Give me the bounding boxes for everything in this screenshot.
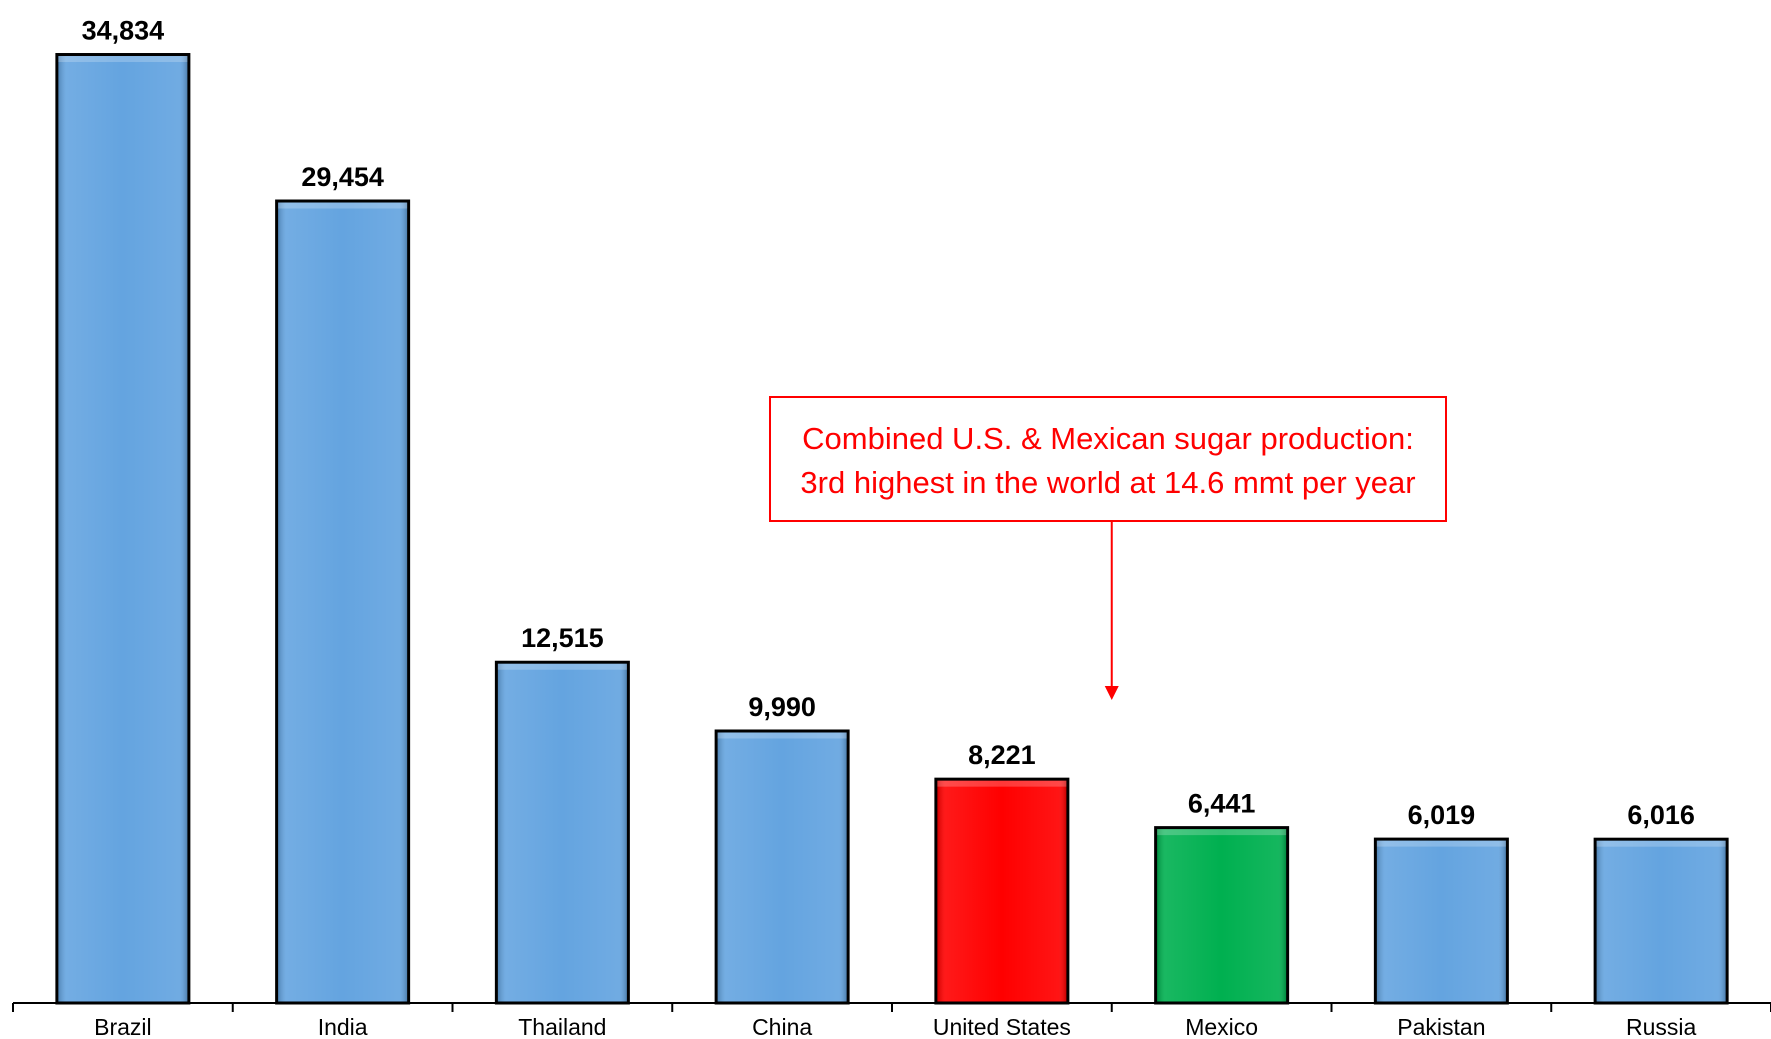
value-label-mexico: 6,441: [1188, 789, 1256, 819]
tick-label-thailand: Thailand: [518, 1014, 606, 1039]
bar-top-bevel-russia: [1596, 840, 1726, 847]
annotation-arrow-head: [1104, 686, 1119, 700]
bar-shading-united-states: [937, 780, 1067, 1002]
value-label-brazil: 34,834: [82, 16, 165, 46]
value-label-india: 29,454: [301, 162, 384, 192]
value-label-pakistan: 6,019: [1408, 800, 1476, 830]
bar-shading-thailand: [497, 663, 627, 1002]
value-label-china: 9,990: [748, 692, 816, 722]
value-labels-layer: 34,834 29,454 12,515 9,990 8,221 6,441 6,019 6,…: [82, 16, 1695, 831]
bar-shading-india: [278, 202, 408, 1002]
bar-top-bevel-pakistan: [1376, 840, 1506, 847]
tick-label-mexico: Mexico: [1185, 1014, 1258, 1039]
tick-label-russia: Russia: [1626, 1014, 1697, 1039]
bar-top-bevel-brazil: [58, 56, 188, 63]
bar-shading-brazil: [58, 56, 188, 1002]
bar-top-bevel-united-states: [937, 780, 1067, 787]
bar-shading-russia: [1596, 840, 1726, 1002]
tick-label-pakistan: Pakistan: [1397, 1014, 1485, 1039]
bar-top-bevel-china: [717, 732, 847, 739]
annotation-line-2: 3rd highest in the world at 14.6 mmt per…: [800, 465, 1415, 500]
tick-label-china: China: [752, 1014, 812, 1039]
annotation-box: [769, 396, 1447, 522]
value-label-russia: 6,016: [1627, 800, 1695, 830]
bar-top-bevel-mexico: [1157, 829, 1287, 836]
tick-label-united-states: United States: [933, 1014, 1071, 1039]
bar-shading-mexico: [1157, 829, 1287, 1002]
x-axis: Brazil India Thailand China United States Mex…: [12, 1002, 1771, 1039]
value-label-thailand: 12,515: [521, 623, 604, 653]
tick-label-india: India: [318, 1014, 368, 1039]
bar-top-bevel-india: [278, 202, 408, 209]
tick-label-brazil: Brazil: [94, 1014, 152, 1039]
bars-layer: [55, 53, 1729, 1005]
bar-shading-pakistan: [1376, 840, 1506, 1002]
annotation-callout: Combined U.S. & Mexican sugar production…: [769, 396, 1447, 700]
value-label-united-states: 8,221: [968, 740, 1036, 770]
annotation-line-1: Combined U.S. & Mexican sugar production…: [802, 421, 1414, 456]
bar-shading-china: [717, 732, 847, 1002]
bar-top-bevel-thailand: [497, 663, 627, 670]
